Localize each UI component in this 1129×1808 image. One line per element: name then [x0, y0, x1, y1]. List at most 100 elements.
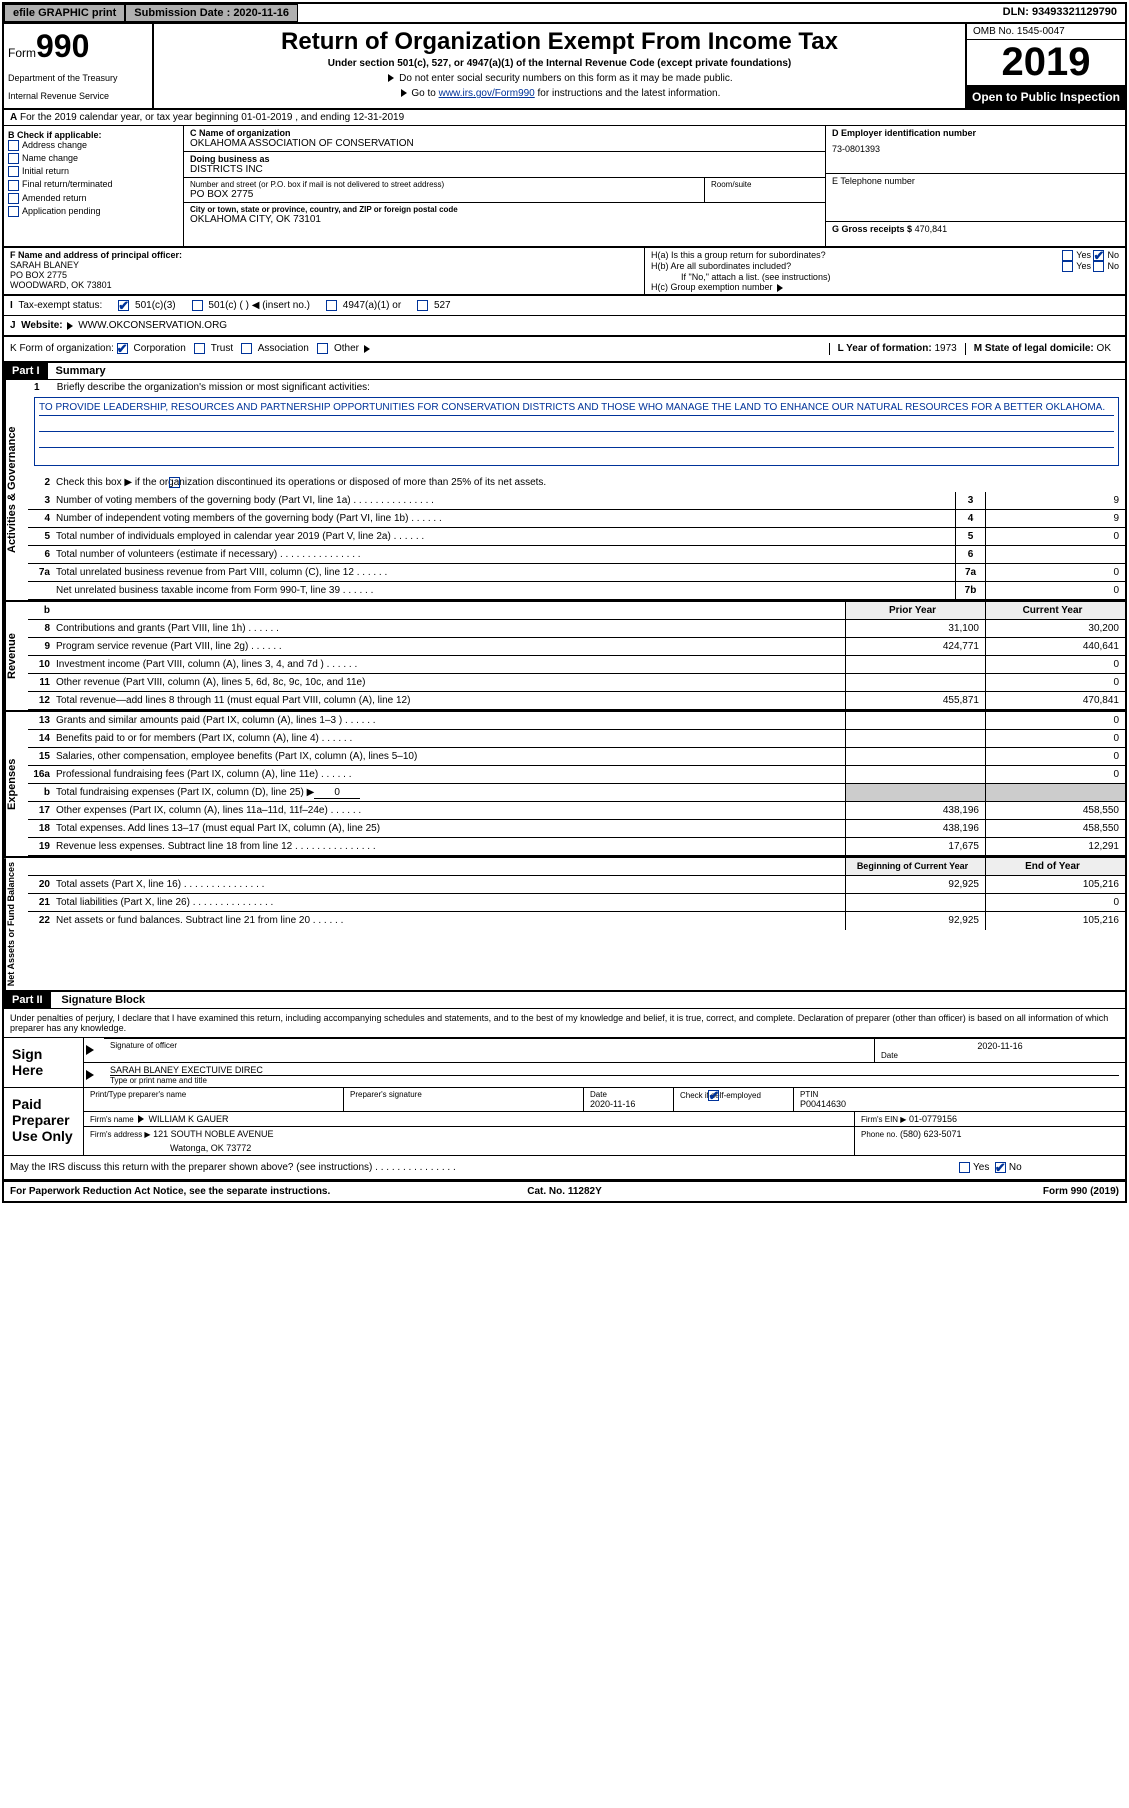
col-begin: Beginning of Current Year — [845, 858, 985, 875]
l-label: L Year of formation: — [838, 343, 932, 354]
arrow-icon — [401, 89, 407, 97]
line-7a: 7a Total unrelated business revenue from… — [28, 564, 1125, 582]
checkbox-icon[interactable] — [1062, 250, 1073, 261]
c-room-label: Room/suite — [711, 180, 819, 189]
checkbox-icon[interactable] — [169, 477, 180, 488]
chk-label: Application pending — [22, 206, 101, 216]
chk-label: Address change — [22, 140, 87, 150]
checkbox-icon[interactable] — [1093, 261, 1104, 272]
l6-text: Total number of volunteers (estimate if … — [56, 547, 955, 562]
c-name-label: C Name of organization — [190, 128, 819, 138]
checkbox-icon — [8, 166, 19, 177]
chk-name-change[interactable]: Name change — [8, 153, 179, 164]
firm-name-val: WILLIAM K GAUER — [149, 1114, 229, 1124]
l16b-current-shaded — [985, 784, 1125, 801]
opt-label: Trust — [211, 344, 233, 355]
l10-prior — [845, 656, 985, 673]
checkbox-icon[interactable] — [995, 1162, 1006, 1173]
col-prior: Prior Year — [845, 602, 985, 619]
sig-officer-cell: Signature of officer — [104, 1038, 875, 1062]
checkbox-icon[interactable] — [1062, 261, 1073, 272]
l16b-inner: Total fundraising expenses (Part IX, col… — [56, 787, 314, 798]
h-group: H(a) Is this a group return for subordin… — [645, 248, 1125, 294]
header-right: OMB No. 1545-0047 2019 Open to Public In… — [965, 24, 1125, 108]
firm-addr1: 121 SOUTH NOBLE AVENUE — [153, 1129, 273, 1139]
row-f-h: F Name and address of principal officer:… — [4, 248, 1125, 295]
i-opt-501c[interactable]: 501(c) ( ) ◀ (insert no.) — [192, 300, 310, 311]
l16b-prior-shaded — [845, 784, 985, 801]
irs-link[interactable]: www.irs.gov/Form990 — [439, 88, 535, 99]
l13-num: 13 — [28, 715, 56, 726]
section-b-thru-g: B Check if applicable: Address change Na… — [4, 126, 1125, 248]
chk-address-change[interactable]: Address change — [8, 140, 179, 151]
opt-label: 501(c)(3) — [135, 300, 176, 311]
footer-left: For Paperwork Reduction Act Notice, see … — [10, 1186, 380, 1197]
firm-ein-val: 01-0779156 — [909, 1114, 957, 1124]
ptin-val: P00414630 — [800, 1099, 1119, 1109]
line-22: 22 Net assets or fund balances. Subtract… — [28, 912, 1125, 930]
col-b: B Check if applicable: Address change Na… — [4, 126, 184, 246]
chk-pending[interactable]: Application pending — [8, 206, 179, 217]
checkbox-icon[interactable] — [241, 343, 252, 354]
i-opt-501c3[interactable]: 501(c)(3) — [118, 300, 175, 311]
checkbox-icon[interactable] — [117, 343, 128, 354]
chk-label: Final return/terminated — [22, 179, 113, 189]
activities-governance-block: Activities & Governance 1 Briefly descri… — [4, 380, 1125, 600]
prep-date-val: 2020-11-16 — [590, 1099, 667, 1109]
c-addr-value: PO BOX 2775 — [190, 189, 698, 200]
mission-blank2 — [39, 434, 1114, 448]
checkbox-icon[interactable] — [194, 343, 205, 354]
ha-row: H(a) Is this a group return for subordin… — [651, 250, 1119, 261]
prep-date-cell: Date2020-11-16 — [584, 1088, 674, 1111]
i-opt-4947[interactable]: 4947(a)(1) or — [326, 300, 401, 311]
chk-amended[interactable]: Amended return — [8, 193, 179, 204]
chk-label: Name change — [22, 153, 78, 163]
l20-begin: 92,925 — [845, 876, 985, 893]
ag-content: 1 Briefly describe the organization's mi… — [28, 380, 1125, 600]
line-21: 21 Total liabilities (Part X, line 26) 0 — [28, 894, 1125, 912]
phone-label: Phone no. — [861, 1130, 897, 1139]
m-value: OK — [1097, 343, 1111, 354]
efile-print-button[interactable]: efile GRAPHIC print — [4, 4, 125, 22]
ha-label: H(a) Is this a group return for subordin… — [651, 250, 826, 261]
line-11: 11 Other revenue (Part VIII, column (A),… — [28, 674, 1125, 692]
opt-label: Corporation — [134, 344, 186, 355]
checkbox-icon[interactable] — [959, 1162, 970, 1173]
checkbox-icon — [8, 180, 19, 191]
line-5: 5 Total number of individuals employed i… — [28, 528, 1125, 546]
l7b-val: 0 — [985, 582, 1125, 599]
l7b-box: 7b — [955, 582, 985, 599]
note-ssn: Do not enter social security numbers on … — [158, 73, 961, 84]
l15-text: Salaries, other compensation, employee b… — [56, 749, 845, 764]
line-3: 3 Number of voting members of the govern… — [28, 492, 1125, 510]
chk-final-return[interactable]: Final return/terminated — [8, 179, 179, 190]
i-opt-527[interactable]: 527 — [417, 300, 450, 311]
signature-block: Under penalties of perjury, I declare th… — [4, 1009, 1125, 1182]
firm-name-cell: Firm's name WILLIAM K GAUER — [84, 1112, 855, 1126]
sidebar-net: Net Assets or Fund Balances — [4, 858, 28, 990]
arrow-icon — [777, 284, 783, 292]
arrow-icon — [86, 1045, 94, 1055]
phone-cell: Phone no. (580) 623-5071 — [855, 1127, 1125, 1155]
arrow-icon — [364, 345, 370, 353]
chk-initial-return[interactable]: Initial return — [8, 166, 179, 177]
line-14: 14 Benefits paid to or for members (Part… — [28, 730, 1125, 748]
net-col-headers: Beginning of Current Year End of Year — [28, 858, 1125, 876]
line-19: 19 Revenue less expenses. Subtract line … — [28, 838, 1125, 856]
l1-num: 1 — [34, 382, 54, 393]
l4-num: 4 — [28, 513, 56, 524]
net-content: Beginning of Current Year End of Year 20… — [28, 858, 1125, 990]
l20-end: 105,216 — [985, 876, 1125, 893]
checkbox-icon[interactable] — [1093, 250, 1104, 261]
checkbox-icon[interactable] — [708, 1090, 719, 1101]
firm-addr-cell: Firm's address ▶ 121 SOUTH NOBLE AVENUE … — [84, 1127, 855, 1155]
no-label: No — [1009, 1162, 1022, 1173]
l12-text: Total revenue—add lines 8 through 11 (mu… — [56, 693, 845, 708]
website-value[interactable]: WWW.OKCONSERVATION.ORG — [78, 320, 227, 331]
sign-here-label: Sign Here — [4, 1038, 84, 1087]
l13-current: 0 — [985, 712, 1125, 729]
col-current: Current Year — [985, 602, 1125, 619]
checkbox-icon[interactable] — [317, 343, 328, 354]
line-7b: Net unrelated business taxable income fr… — [28, 582, 1125, 600]
l3-num: 3 — [28, 495, 56, 506]
